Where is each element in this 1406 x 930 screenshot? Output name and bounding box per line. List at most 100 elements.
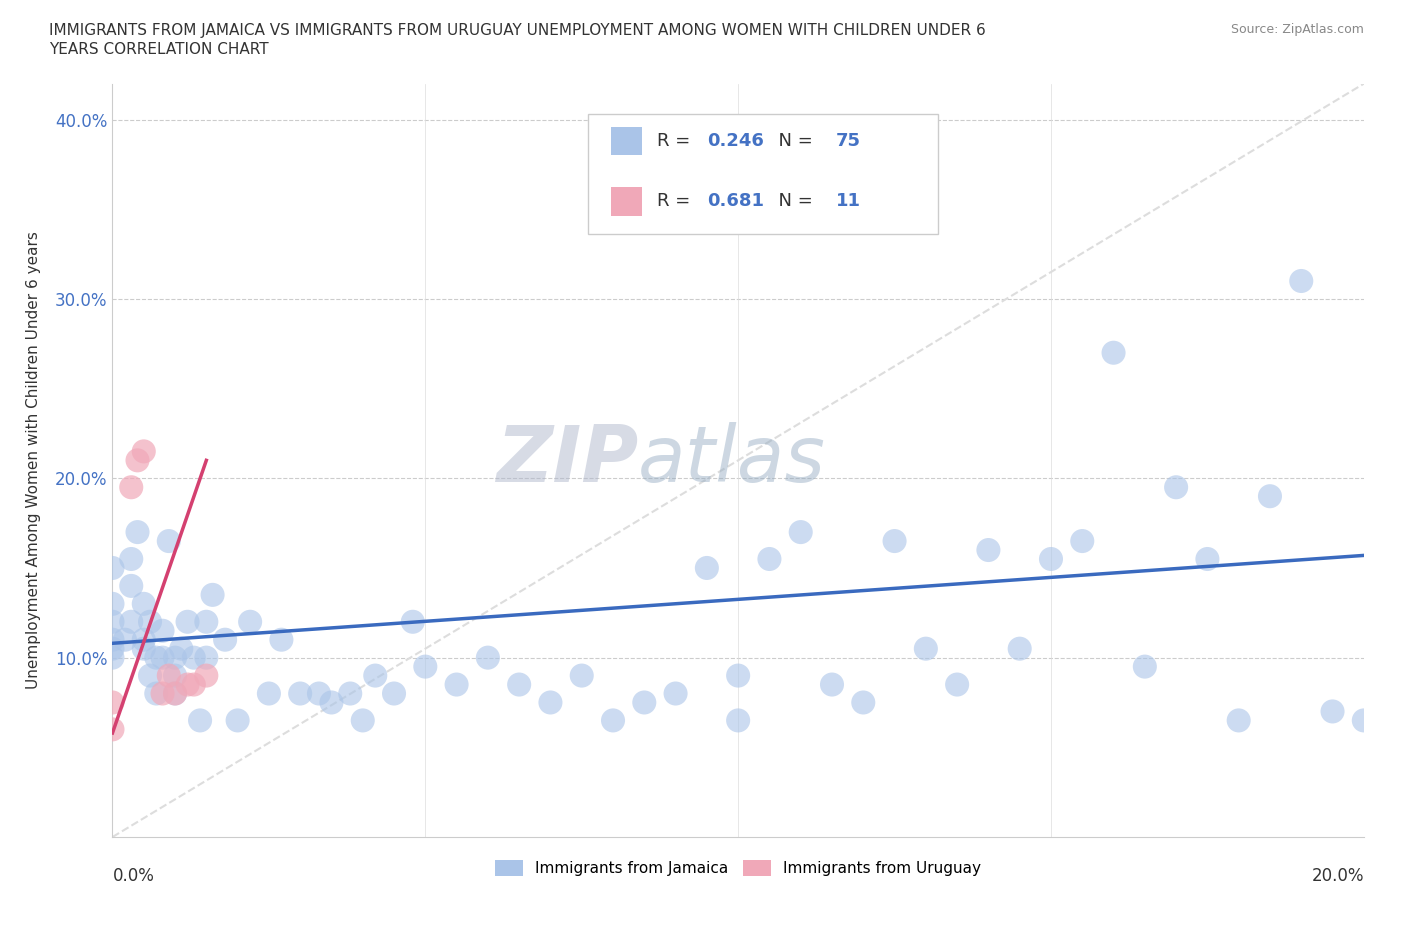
Point: [571, 668, 593, 683]
Text: atlas: atlas: [638, 422, 825, 498]
Point: [1166, 480, 1188, 495]
Point: [157, 534, 180, 549]
Point: [664, 686, 686, 701]
Point: [101, 650, 124, 665]
Point: [176, 615, 198, 630]
Text: Source: ZipAtlas.com: Source: ZipAtlas.com: [1230, 23, 1364, 36]
Text: 0.0%: 0.0%: [112, 867, 155, 885]
Text: 0.246: 0.246: [707, 132, 763, 150]
Point: [727, 713, 749, 728]
Point: [1102, 345, 1125, 360]
Point: [883, 534, 905, 549]
Point: [157, 668, 180, 683]
Point: [915, 642, 938, 657]
Point: [602, 713, 624, 728]
Point: [195, 668, 218, 683]
Point: [139, 615, 162, 630]
Point: [163, 650, 186, 665]
Point: [308, 686, 330, 701]
Point: [758, 551, 780, 566]
Point: [446, 677, 468, 692]
Point: [132, 632, 155, 647]
Point: [1008, 642, 1031, 657]
Point: [127, 453, 149, 468]
Point: [183, 650, 205, 665]
Legend: Immigrants from Jamaica, Immigrants from Uruguay: Immigrants from Jamaica, Immigrants from…: [489, 854, 987, 882]
FancyBboxPatch shape: [610, 187, 641, 216]
Point: [540, 695, 562, 710]
Point: [120, 615, 142, 630]
Point: [120, 480, 142, 495]
Point: [152, 686, 174, 701]
Point: [101, 722, 124, 737]
Text: 11: 11: [835, 193, 860, 210]
Text: 20.0%: 20.0%: [1312, 867, 1364, 885]
Point: [402, 615, 425, 630]
Point: [382, 686, 405, 701]
Point: [120, 578, 142, 593]
Text: IMMIGRANTS FROM JAMAICA VS IMMIGRANTS FROM URUGUAY UNEMPLOYMENT AMONG WOMEN WITH: IMMIGRANTS FROM JAMAICA VS IMMIGRANTS FR…: [49, 23, 986, 38]
Point: [132, 642, 155, 657]
Point: [352, 713, 374, 728]
Point: [1071, 534, 1094, 549]
Point: [101, 596, 124, 611]
Text: R =: R =: [657, 193, 696, 210]
Point: [163, 686, 186, 701]
Point: [163, 686, 186, 701]
Point: [214, 632, 236, 647]
Text: YEARS CORRELATION CHART: YEARS CORRELATION CHART: [49, 42, 269, 57]
Point: [139, 668, 162, 683]
Point: [821, 677, 844, 692]
Point: [201, 588, 224, 603]
Point: [101, 615, 124, 630]
Text: N =: N =: [766, 132, 818, 150]
Point: [1227, 713, 1250, 728]
Point: [163, 668, 186, 683]
Point: [1133, 659, 1156, 674]
Point: [1353, 713, 1375, 728]
Point: [101, 642, 124, 657]
Point: [339, 686, 361, 701]
Point: [132, 444, 155, 458]
Point: [195, 615, 218, 630]
Point: [415, 659, 437, 674]
Point: [176, 677, 198, 692]
Point: [114, 632, 136, 647]
Point: [101, 695, 124, 710]
Point: [364, 668, 387, 683]
Point: [946, 677, 969, 692]
Point: [145, 686, 167, 701]
Point: [633, 695, 655, 710]
Point: [183, 677, 205, 692]
Point: [1322, 704, 1344, 719]
Point: [188, 713, 211, 728]
Point: [1258, 489, 1281, 504]
Point: [257, 686, 280, 701]
Text: 0.681: 0.681: [707, 193, 763, 210]
Point: [239, 615, 262, 630]
Y-axis label: Unemployment Among Women with Children Under 6 years: Unemployment Among Women with Children U…: [27, 232, 41, 689]
Point: [152, 650, 174, 665]
Point: [195, 650, 218, 665]
Point: [101, 632, 124, 647]
Point: [120, 551, 142, 566]
Point: [321, 695, 343, 710]
Point: [1291, 273, 1313, 288]
Text: 75: 75: [835, 132, 860, 150]
Point: [101, 561, 124, 576]
Point: [696, 561, 718, 576]
Text: R =: R =: [657, 132, 696, 150]
Point: [508, 677, 530, 692]
Point: [226, 713, 249, 728]
Point: [132, 596, 155, 611]
Point: [1039, 551, 1063, 566]
Text: ZIP: ZIP: [496, 422, 638, 498]
Text: N =: N =: [766, 193, 818, 210]
Point: [790, 525, 813, 539]
FancyBboxPatch shape: [610, 127, 641, 155]
Point: [290, 686, 312, 701]
Point: [477, 650, 499, 665]
Point: [977, 542, 1000, 557]
FancyBboxPatch shape: [588, 113, 938, 234]
Point: [270, 632, 292, 647]
